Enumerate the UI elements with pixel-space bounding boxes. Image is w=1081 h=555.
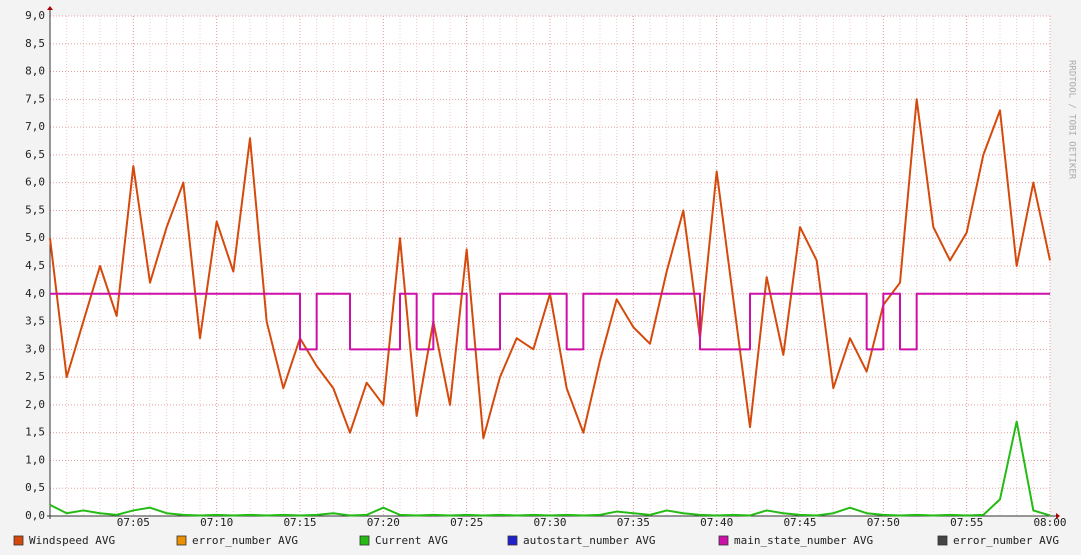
legend-label: Current AVG	[375, 534, 448, 547]
x-tick-label: 07:30	[533, 516, 566, 529]
watermark: RRDTOOL / TOBI OETIKER	[1067, 60, 1077, 180]
y-tick-label: 4,5	[25, 259, 45, 272]
legend-label: error_number AVG	[953, 534, 1059, 547]
series-line	[50, 292, 1050, 351]
y-tick-label: 5,5	[25, 203, 45, 216]
legend-label: Windspeed AVG	[29, 534, 115, 547]
legend-label: autostart_number AVG	[523, 534, 655, 547]
series-line	[49, 420, 1051, 517]
legend-swatch	[176, 535, 187, 546]
legend-swatch	[937, 535, 948, 546]
y-tick-label: 7,0	[25, 120, 45, 133]
x-tick-label: 07:45	[783, 516, 816, 529]
x-tick-label: 07:55	[950, 516, 983, 529]
y-tick-label: 9,0	[25, 9, 45, 22]
x-tick-label: 07:35	[617, 516, 650, 529]
legend-swatch	[359, 535, 370, 546]
y-tick-label: 8,5	[25, 37, 45, 50]
x-tick-label: 07:40	[700, 516, 733, 529]
legend-swatch	[13, 535, 24, 546]
y-tick-label: 1,0	[25, 453, 45, 466]
x-tick-label: 07:50	[867, 516, 900, 529]
y-tick-label: 6,0	[25, 176, 45, 189]
axis-arrow	[1056, 513, 1060, 519]
x-tick-label: 08:00	[1033, 516, 1066, 529]
x-tick-label: 07:25	[450, 516, 483, 529]
legend-label: main_state_number AVG	[734, 534, 873, 547]
y-tick-label: 6,5	[25, 148, 45, 161]
y-tick-label: 7,5	[25, 92, 45, 105]
y-tick-label: 5,0	[25, 231, 45, 244]
legend-swatch	[718, 535, 729, 546]
y-tick-label: 1,5	[25, 426, 45, 439]
y-tick-label: 3,0	[25, 342, 45, 355]
y-tick-label: 2,5	[25, 370, 45, 383]
x-tick-label: 07:15	[283, 516, 316, 529]
x-tick-label: 07:10	[200, 516, 233, 529]
y-tick-label: 3,5	[25, 315, 45, 328]
y-tick-label: 0,0	[25, 509, 45, 522]
y-tick-label: 8,0	[25, 65, 45, 78]
axis-arrow	[47, 6, 53, 10]
legend-label: error_number AVG	[192, 534, 298, 547]
y-tick-label: 2,0	[25, 398, 45, 411]
legend-swatch	[507, 535, 518, 546]
x-tick-label: 07:05	[117, 516, 150, 529]
y-tick-label: 0,5	[25, 481, 45, 494]
x-tick-label: 07:20	[367, 516, 400, 529]
y-tick-label: 4,0	[25, 287, 45, 300]
